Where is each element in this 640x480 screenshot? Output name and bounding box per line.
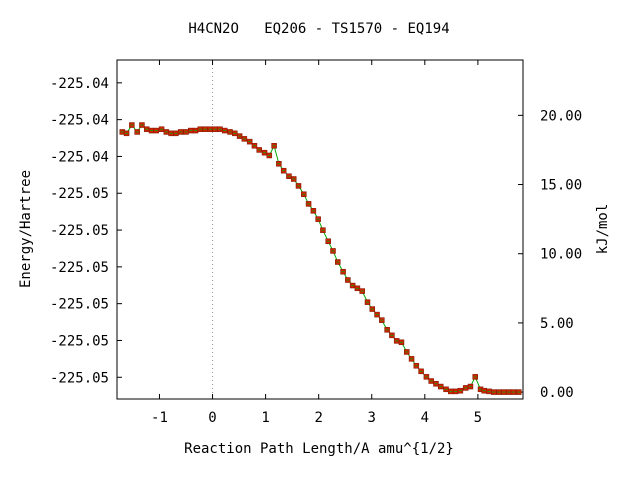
x-tick-label: 3 — [368, 410, 376, 426]
right-tick-label: 5.00 — [540, 316, 574, 332]
left-tick-label: -225.05 — [50, 186, 109, 202]
x-tick-label: 0 — [208, 410, 216, 426]
left-tick-label: -225.05 — [50, 333, 109, 349]
y-axis-label: Energy/Hartree — [18, 170, 34, 288]
left-tick-label: -225.04 — [50, 113, 109, 129]
left-tick-label: -225.05 — [50, 370, 109, 386]
left-axis-ticks: -225.04 -225.04 -225.04 -225.05 -225.05 -225.… — [50, 76, 122, 386]
y2-axis-label: kJ/mol — [595, 204, 611, 255]
x-tick-label: 5 — [474, 410, 482, 426]
x-tick-label: 4 — [421, 410, 429, 426]
right-tick-label: 10.00 — [540, 247, 582, 263]
energy-profile-points — [119, 122, 522, 395]
left-tick-label: -225.04 — [50, 76, 109, 92]
energy-profile-line — [122, 124, 519, 393]
plot-frame — [116, 59, 524, 400]
left-tick-label: -225.05 — [50, 297, 109, 313]
left-tick-label: -225.05 — [50, 223, 109, 239]
x-tick-label: 2 — [314, 410, 322, 426]
chart-title: H4CN2O EQ206 - TS1570 - EQ194 — [188, 21, 449, 37]
x-tick-label: 1 — [261, 410, 269, 426]
left-tick-label: -225.04 — [50, 149, 109, 165]
left-tick-label: -225.05 — [50, 260, 109, 276]
x-axis-ticks: -1 0 1 2 3 4 5 — [151, 60, 482, 426]
right-tick-label: 20.00 — [540, 108, 582, 124]
right-tick-label: 0.00 — [540, 385, 574, 401]
x-tick-label: -1 — [151, 410, 168, 426]
right-axis-ticks: 0.00 5.00 10.00 15.00 20.00 — [518, 108, 582, 401]
x-axis-label: Reaction Path Length/A amu^{1/2} — [184, 441, 454, 457]
right-tick-label: 15.00 — [540, 178, 582, 194]
